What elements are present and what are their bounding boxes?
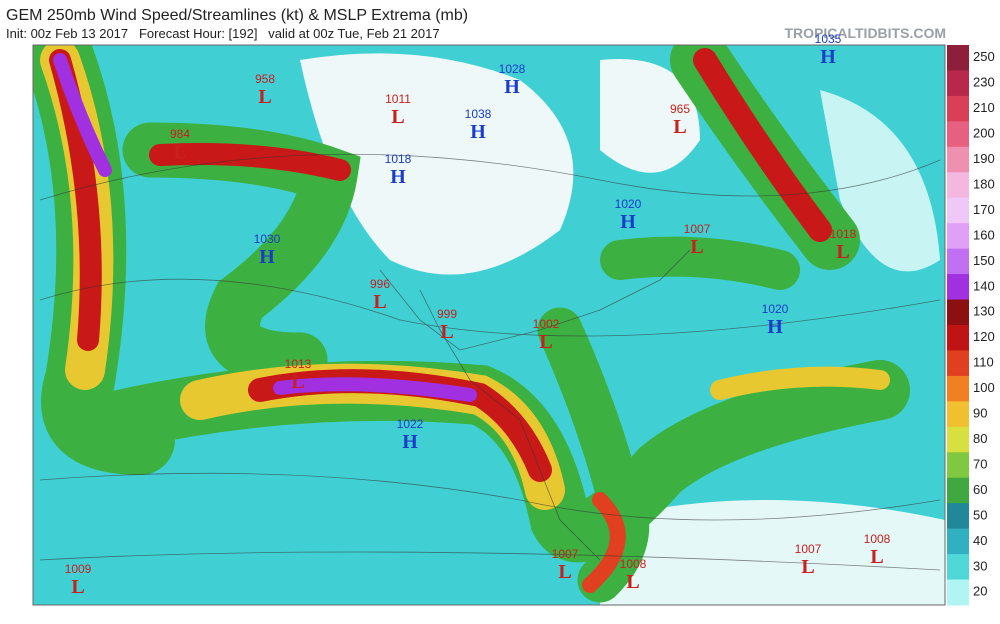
colorbar-label: 110 [973,355,994,370]
pressure-letter: L [291,371,304,393]
pressure-letter: H [390,166,406,188]
pressure-value: 1008 [620,557,647,571]
colorbar-label: 200 [973,126,995,141]
colorbar-band [947,477,969,504]
pressure-letter: H [620,211,636,233]
colorbar-label: 20 [973,584,987,599]
colorbar-band [947,121,969,148]
colorbar-label: 190 [973,151,995,166]
colorbar-band [947,95,969,122]
colorbar-band [947,452,969,479]
colorbar-band [947,350,969,377]
pressure-value: 1018 [385,152,412,166]
colorbar-band [947,528,969,555]
pressure-letter: L [836,241,849,263]
colorbar-label: 210 [973,100,995,115]
source: TROPICALTIDBITS.COM [784,25,946,41]
colorbar-band [947,223,969,250]
colorbar-label: 160 [973,227,995,242]
pressure-value: 1035 [815,32,842,46]
colorbar-label: 170 [973,202,995,217]
colorbar-label: 120 [973,329,995,344]
pressure-value: 1038 [465,107,492,121]
colorbar-label: 70 [973,456,987,471]
colorbar-band [947,325,969,351]
map [33,45,945,605]
pressure-value: 1011 [385,92,411,106]
colorbar-band [947,146,969,173]
colorbar-band [947,172,969,199]
colorbar-label: 140 [973,278,995,293]
pressure-value: 1020 [762,302,789,316]
colorbar-band [947,375,969,402]
pressure-value: 958 [255,72,275,86]
pressure-letter: H [470,121,486,143]
pressure-letter: L [373,291,386,313]
pressure-value: 1007 [795,542,822,556]
colorbar-label: 100 [973,380,995,395]
colorbar-label: 180 [973,176,995,191]
pressure-value: 1022 [397,417,424,431]
pressure-letter: L [258,86,271,108]
pressure-letter: L [673,116,686,138]
colorbar-label: 150 [973,253,995,268]
pressure-letter: H [259,246,275,268]
pressure-letter: L [870,546,883,568]
pressure-letter: L [71,576,84,598]
pressure-letter: L [801,556,814,578]
colorbar-band [947,70,969,97]
colorbar-band [947,426,969,453]
pressure-letter: H [767,316,783,338]
pressure-value: 1008 [864,532,891,546]
pressure-letter: L [626,571,639,593]
colorbar-label: 230 [973,75,995,90]
colorbar-label: 80 [973,431,987,446]
pressure-letter: H [402,431,418,453]
pressure-letter: L [558,561,571,583]
colorbar-band [947,579,969,606]
colorbar-band [947,248,969,275]
pressure-letter: H [504,76,520,98]
pressure-value: 1018 [830,227,857,241]
colorbar-label: 250 [973,49,995,64]
colorbar-band [947,503,969,530]
colorbar-label: 40 [973,533,987,548]
colorbar-band [947,554,969,581]
colorbar-band [947,299,969,326]
colorbar-label: 50 [973,507,987,522]
colorbar-label: 90 [973,406,987,421]
pressure-value: 984 [170,127,190,141]
pressure-value: 965 [670,102,690,116]
colorbar-band [947,274,969,301]
pressure-value: 1002 [533,317,560,331]
pressure-letter: H [820,46,836,68]
pressure-letter: L [539,331,552,353]
colorbar-band [947,401,969,428]
colorbar-label: 30 [973,558,987,573]
pressure-value: 1013 [285,357,312,371]
colorbar-label: 130 [973,304,995,319]
pressure-value: 1009 [65,562,92,576]
pressure-value: 1007 [552,547,579,561]
pressure-letter: L [173,141,186,163]
pressure-letter: L [391,106,404,128]
colorbar-label: 60 [973,482,987,497]
pressure-letter: L [690,236,703,258]
pressure-value: 1030 [254,232,281,246]
pressure-value: 999 [437,307,457,321]
pressure-value: 1020 [615,197,642,211]
pressure-letter: L [440,321,453,343]
pressure-value: 1007 [684,222,711,236]
subtitle: Init: 00z Feb 13 2017 Forecast Hour: [19… [6,26,440,41]
pressure-value: 996 [370,277,390,291]
colorbar-band [947,197,969,224]
colorbar-band [947,45,969,71]
pressure-value: 1028 [499,62,526,76]
title: GEM 250mb Wind Speed/Streamlines (kt) & … [6,7,468,24]
